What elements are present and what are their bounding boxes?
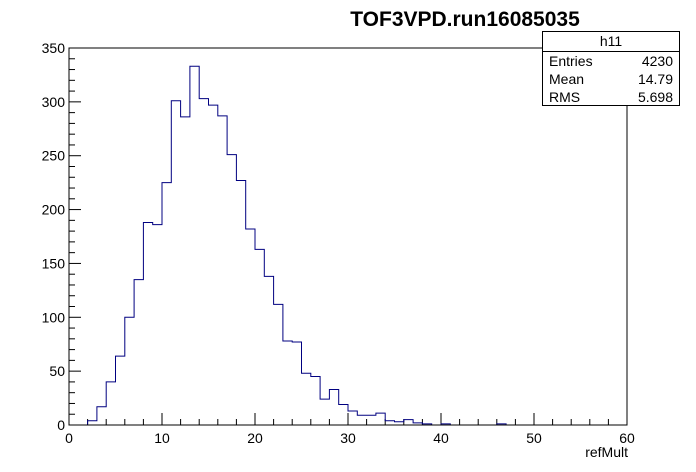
histogram-bin — [404, 420, 413, 425]
stats-rms-label: RMS — [549, 89, 581, 105]
histogram-bin — [106, 382, 115, 425]
x-tick-label: 60 — [619, 430, 635, 446]
stats-box: h11 Entries 4230 Mean 14.79 RMS 5.698 — [542, 31, 680, 106]
histogram-bin — [339, 405, 348, 425]
x-tick-label: 50 — [526, 430, 542, 446]
histogram-bin — [283, 341, 292, 425]
axis-tick-labels: 0 10 20 30 40 50 60 0 50 100 150 200 250 300 350 — [42, 40, 635, 446]
histogram-outline — [69, 65, 627, 426]
histogram-bin — [246, 229, 255, 425]
stats-entries-value: 4230 — [641, 53, 673, 69]
histogram-bins — [88, 66, 506, 425]
histogram-bin — [264, 276, 273, 425]
stats-row-rms: RMS 5.698 — [543, 88, 679, 106]
y-tick-label: 0 — [57, 417, 65, 433]
histogram-bin — [190, 66, 199, 425]
histogram-bin — [385, 421, 394, 425]
stats-row-entries: Entries 4230 — [543, 52, 679, 70]
y-tick-label: 100 — [42, 309, 66, 325]
histogram-bin — [320, 399, 329, 425]
x-tick-label: 0 — [65, 430, 73, 446]
histogram-bin — [274, 304, 283, 425]
histogram-bin — [125, 317, 134, 425]
histogram-bin — [357, 415, 366, 425]
stats-entries-label: Entries — [549, 53, 593, 69]
histogram-bin — [227, 155, 236, 425]
histogram-bin — [367, 415, 376, 425]
histogram-bin — [153, 225, 162, 425]
stats-rms-value: 5.698 — [637, 89, 673, 105]
histogram-bin — [181, 117, 190, 425]
x-tick-label: 40 — [433, 430, 449, 446]
histogram-bin — [209, 105, 218, 425]
chart-title: TOF3VPD.run16085035 — [350, 8, 580, 31]
histogram-bin — [116, 356, 125, 425]
histogram-bin — [236, 180, 245, 425]
x-tick-label: 20 — [247, 430, 263, 446]
y-tick-label: 150 — [42, 255, 66, 271]
stats-mean-value: 14.79 — [637, 71, 673, 87]
y-tick-label: 350 — [42, 40, 66, 56]
y-tick-label: 50 — [49, 363, 65, 379]
stats-row-mean: Mean 14.79 — [543, 70, 679, 88]
stats-histogram-name: h11 — [543, 32, 679, 52]
histogram-bin — [134, 280, 143, 425]
histogram-bin — [376, 413, 385, 425]
histogram-bin — [171, 101, 180, 425]
histogram-bin — [329, 389, 338, 425]
y-tick-label: 250 — [42, 148, 66, 164]
stats-mean-label: Mean — [549, 71, 585, 87]
axis-ticks — [68, 47, 628, 426]
histogram-bin — [255, 249, 264, 425]
histogram-bin — [348, 411, 357, 425]
x-tick-label: 30 — [340, 430, 356, 446]
histogram-bin — [199, 99, 208, 425]
histogram-bin — [143, 222, 152, 425]
histogram-bin — [218, 116, 227, 425]
x-axis-label: refMult — [585, 444, 628, 460]
histogram-bin — [97, 407, 106, 425]
histogram-bin — [311, 377, 320, 425]
histogram-bin — [302, 373, 311, 425]
histogram-bin — [292, 342, 301, 425]
histogram-bin — [162, 183, 171, 425]
y-tick-label: 300 — [42, 94, 66, 110]
histogram-bin — [88, 421, 97, 425]
plot-frame — [68, 47, 628, 426]
y-tick-label: 200 — [42, 202, 66, 218]
x-tick-label: 10 — [154, 430, 170, 446]
